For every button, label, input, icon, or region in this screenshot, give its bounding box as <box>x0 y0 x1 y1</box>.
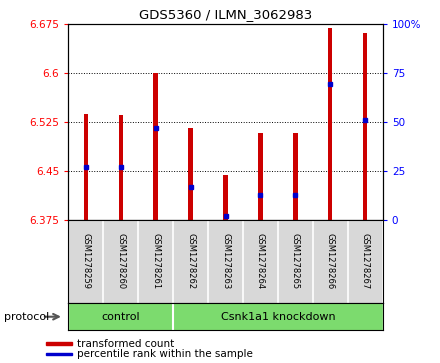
Text: GSM1278260: GSM1278260 <box>116 233 125 289</box>
Text: GSM1278265: GSM1278265 <box>291 233 300 289</box>
Text: GSM1278259: GSM1278259 <box>81 233 90 289</box>
Bar <box>258 133 263 220</box>
Title: GDS5360 / ILMN_3062983: GDS5360 / ILMN_3062983 <box>139 8 312 21</box>
Text: GSM1278266: GSM1278266 <box>326 233 335 289</box>
Text: percentile rank within the sample: percentile rank within the sample <box>77 349 253 359</box>
Text: Csnk1a1 knockdown: Csnk1a1 knockdown <box>220 312 335 322</box>
Bar <box>118 115 123 220</box>
Text: GSM1278263: GSM1278263 <box>221 233 230 289</box>
Text: GSM1278267: GSM1278267 <box>361 233 370 289</box>
Text: control: control <box>101 312 140 322</box>
Text: GSM1278262: GSM1278262 <box>186 233 195 289</box>
Bar <box>188 128 193 220</box>
Bar <box>328 28 333 220</box>
Bar <box>84 114 88 220</box>
Bar <box>363 33 367 220</box>
Bar <box>293 133 297 220</box>
Text: protocol: protocol <box>4 312 50 322</box>
Text: transformed count: transformed count <box>77 339 175 349</box>
Bar <box>46 352 72 355</box>
Text: GSM1278264: GSM1278264 <box>256 233 265 289</box>
Text: GSM1278261: GSM1278261 <box>151 233 160 289</box>
Bar <box>224 175 227 220</box>
Bar <box>46 342 72 345</box>
Bar <box>154 73 158 220</box>
